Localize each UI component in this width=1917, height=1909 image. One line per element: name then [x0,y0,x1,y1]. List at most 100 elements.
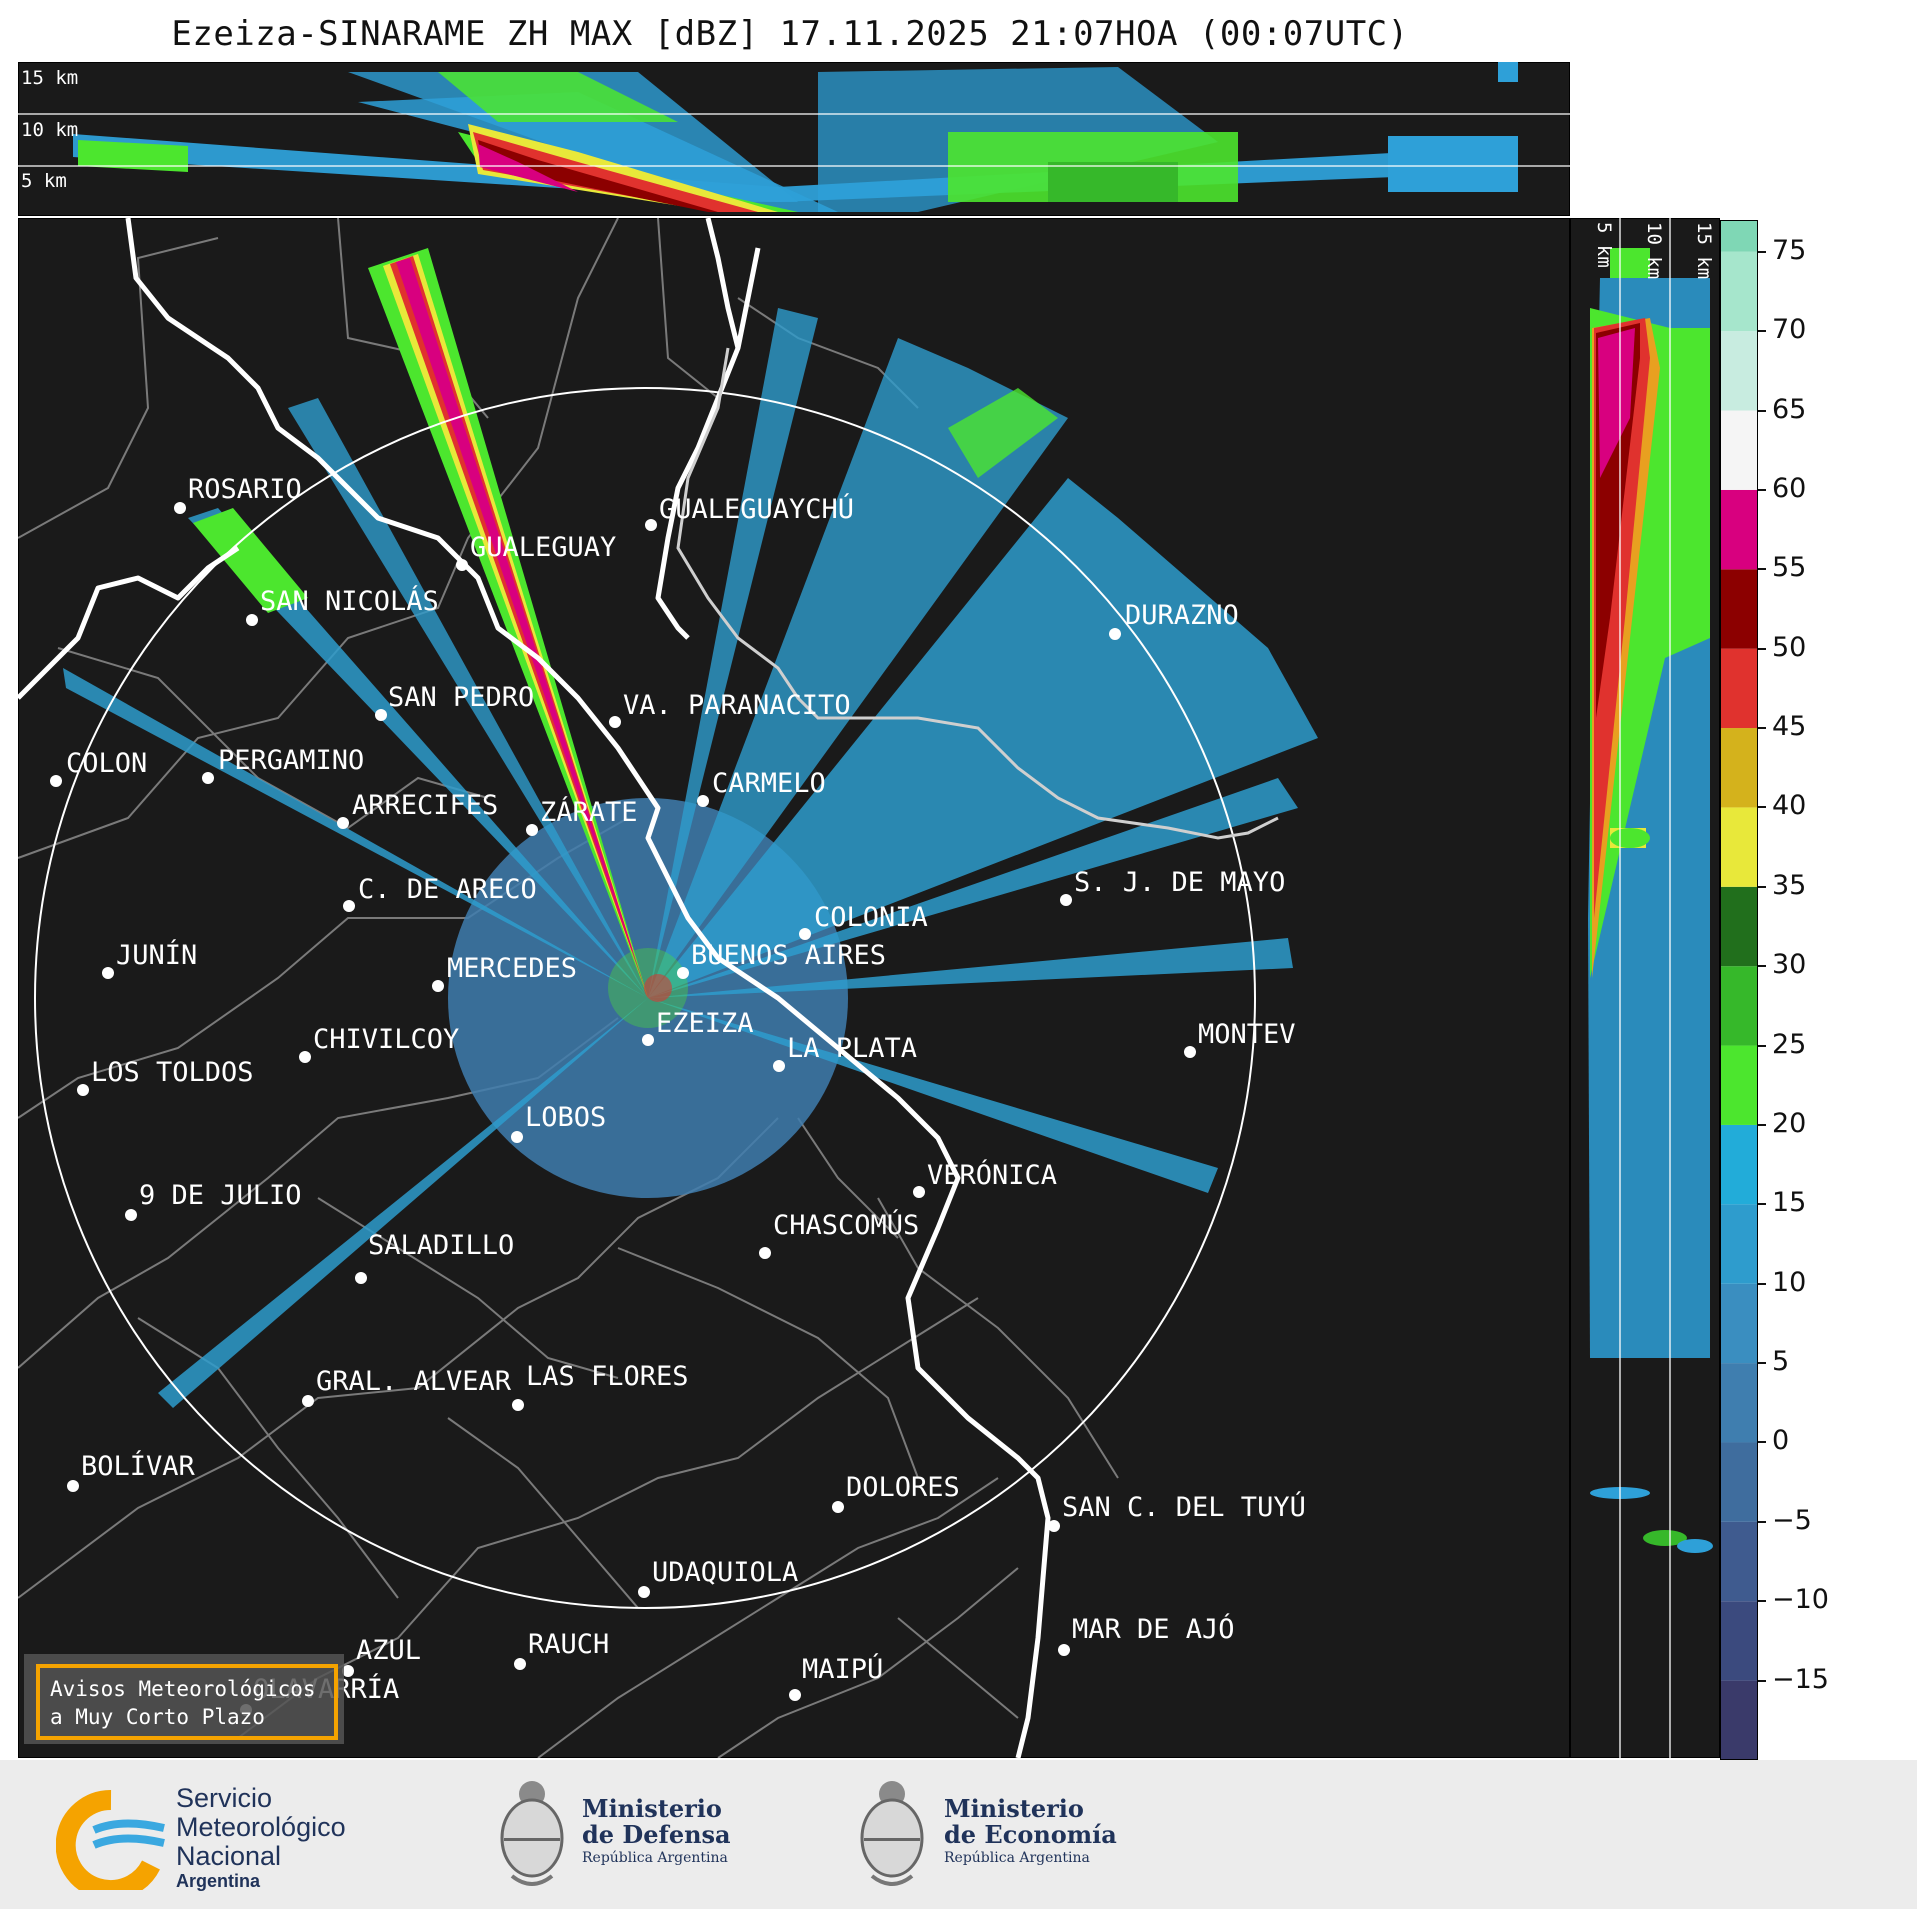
city-label-chascomus: CHASCOMÚS [773,1209,919,1241]
city-marker-mar-de-ajo [1058,1644,1070,1656]
city-marker-rauch [514,1658,526,1670]
colorbar-tick-label: 35 [1772,869,1807,901]
smn-logo[interactable]: Servicio Meteorológico Nacional Argentin… [56,1782,396,1892]
colorbar-tick-label: 55 [1772,552,1807,584]
defensa-coat-of-arms-icon [500,1781,564,1886]
colorbar-segment [1720,1442,1758,1522]
city-label-veronica: VERÓNICA [927,1159,1057,1191]
city-marker-chascomus [759,1247,771,1259]
economia-line2: de Economía [944,1820,1117,1849]
city-label-gualeguaychu: GUALEGUAYCHÚ [659,493,854,525]
city-label-sj-de-mayo: S. J. DE MAYO [1074,867,1285,898]
city-marker-junin [102,967,114,979]
colorbar-tick-mark [1758,1520,1766,1523]
colorbar-tick-label: 70 [1772,314,1807,346]
colorbar-tick-mark [1758,1441,1766,1444]
city-label-carmelo: CARMELO [712,768,826,799]
city-marker-rosario [174,502,186,514]
colorbar-tick-label: 30 [1772,949,1807,981]
coastline-and-rivers [18,218,1051,1758]
city-marker-buenos-aires [677,967,689,979]
city-marker-azul [342,1665,354,1677]
city-label-azul: AZUL [356,1635,421,1666]
city-label-mercedes: MERCEDES [447,953,577,984]
city-label-las-flores: LAS FLORES [526,1361,689,1392]
map-title: Ezeiza-SINARAME ZH MAX [dBZ] 17.11.2025 … [171,14,1409,54]
colorbar-segment [1720,1124,1758,1205]
city-label-c-de-areco: C. DE ARECO [358,874,537,905]
colorbar-tick-label: 60 [1772,472,1807,504]
city-label-los-toldos: LOS TOLDOS [91,1057,254,1088]
city-marker-veronica [913,1186,925,1198]
city-label-zarate: ZÁRATE [540,796,638,828]
top-cross-section-panel: 15 km 10 km 5 km [18,62,1570,216]
alerts-box[interactable]: Avisos Meteorológicos a Muy Corto Plazo [24,1654,344,1744]
smn-line4: Argentina [176,1871,261,1891]
city-label-mar-de-ajo: MAR DE AJÓ [1072,1613,1235,1645]
city-marker-9-de-julio [125,1209,137,1221]
city-marker-carmelo [697,795,709,807]
city-marker-mercedes [432,980,444,992]
defensa-logo[interactable]: Ministerio de Defensa República Argentin… [492,1776,762,1896]
economia-logo[interactable]: Ministerio de Economía República Argenti… [852,1776,1132,1896]
colorbar-tick-mark [1758,250,1766,253]
colorbar-segment [1720,489,1758,570]
city-label-san-pedro: SAN PEDRO [388,682,534,713]
city-marker-bolivar [67,1480,79,1492]
colorbar-tick-label: 15 [1772,1187,1807,1219]
top-echo-band [73,62,1518,212]
colorbar-segment [1720,1601,1758,1681]
colorbar-tick-mark [1758,806,1766,809]
city-label-san-nicolas: SAN NICOLÁS [260,585,439,617]
colorbar-tick-mark [1758,1600,1766,1603]
city-marker-durazno [1109,628,1121,640]
city-marker-zarate [526,824,538,836]
city-marker-san-nicolas [246,614,258,626]
city-marker-udaquiola [638,1586,650,1598]
city-label-saladillo: SALADILLO [368,1230,514,1261]
colorbar-segment [1720,1363,1758,1443]
side-alt-label-15: 15 km [1693,222,1715,279]
city-label-9-de-julio: 9 DE JULIO [139,1180,302,1211]
city-marker-c-de-areco [343,900,355,912]
colorbar-tick-label: −10 [1772,1584,1829,1616]
economia-line3: República Argentina [944,1850,1090,1866]
smn-emblem-icon [56,1790,165,1890]
city-label-la-plata: LA PLATA [787,1033,917,1064]
colorbar-tick-label: 65 [1772,393,1807,425]
defensa-line1: Ministerio [582,1794,722,1823]
colorbar-tick-mark [1758,568,1766,571]
colorbar-tick-mark [1758,1282,1766,1285]
city-label-gral-alvear: GRAL. ALVEAR [316,1366,512,1397]
uruguay-coast [676,347,1279,840]
city-label-colonia: COLONIA [814,902,928,933]
city-label-rauch: RAUCH [528,1629,609,1660]
city-label-maipu: MAIPÚ [802,1653,883,1685]
city-label-lobos: LOBOS [525,1102,606,1133]
colorbar-segment [1720,807,1758,887]
city-label-san-c-del-tuyu: SAN C. DEL TUYÚ [1062,1491,1306,1523]
colorbar-tick-mark [1758,1123,1766,1126]
side-alt-label-10: 10 km [1643,222,1665,279]
city-marker-san-c-del-tuyu [1048,1520,1060,1532]
smn-line2: Meteorológico [176,1812,346,1842]
colorbar-tick-label: 40 [1772,790,1807,822]
colorbar-tick-label: 45 [1772,711,1807,743]
colorbar-tick-mark [1758,330,1766,333]
city-marker-lobos [511,1131,523,1143]
colorbar-tick-mark [1758,885,1766,888]
city-label-buenos-aires: BUENOS AIRES [691,940,886,971]
colorbar-tick-mark [1758,1044,1766,1047]
economia-line1: Ministerio [944,1794,1084,1823]
city-marker-ezeiza [642,1034,654,1046]
top-alt-label-10: 10 km [21,119,78,141]
colorbar-tick-label: 25 [1772,1028,1807,1060]
radar-echoes [63,248,1318,1408]
radar-range-ring [34,387,1256,1609]
footer [0,1760,1917,1909]
colorbar-segment [1720,331,1758,411]
city-marker-gualeguaychu [645,519,657,531]
defensa-line2: de Defensa [582,1820,731,1849]
colorbar-tick-mark [1758,409,1766,412]
city-marker-maipu [789,1689,801,1701]
